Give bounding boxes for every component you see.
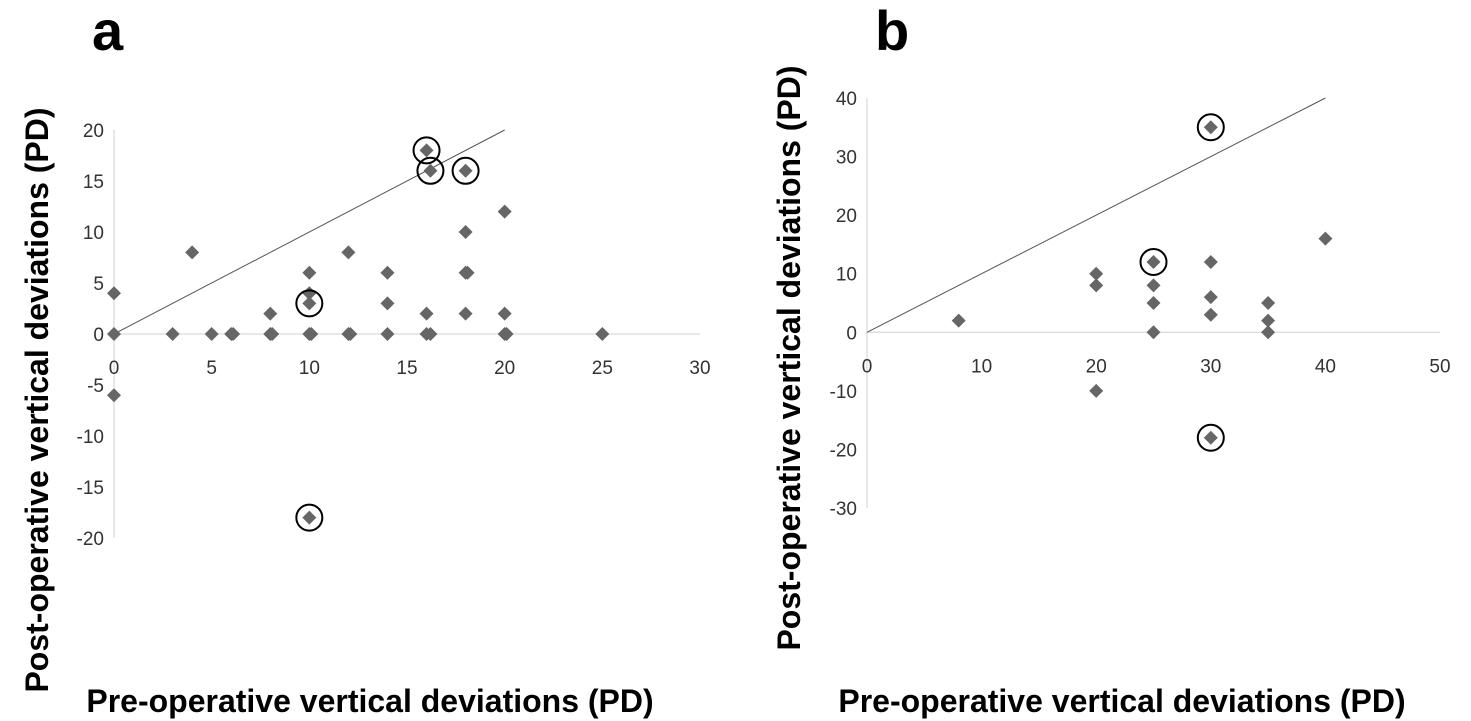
data-point-a — [499, 327, 514, 341]
data-point-b — [1146, 278, 1161, 293]
x-tick-label-a: 30 — [689, 358, 710, 379]
data-point-a — [302, 265, 317, 280]
y-tick-label-b: 40 — [836, 89, 857, 110]
data-point-a — [423, 327, 438, 341]
data-point-a — [458, 306, 473, 321]
data-point-a — [380, 327, 395, 341]
data-point-a — [226, 327, 241, 341]
data-point-b — [1089, 383, 1104, 398]
panel-a: a Post-operative vertical deviations (PD… — [19, 0, 711, 719]
data-point-b — [1089, 278, 1104, 293]
y-axis-title-a: Post-operative vertical deviations (PD) — [19, 107, 55, 692]
x-tick-label-a: 0 — [109, 358, 120, 379]
x-tick-label-b: 50 — [1429, 356, 1450, 377]
y-tick-label-b: 20 — [836, 206, 857, 227]
y-tick-label-a: -15 — [77, 478, 104, 499]
data-point-a — [204, 327, 219, 341]
data-point-a — [343, 327, 358, 341]
highlight-circle-a — [451, 156, 480, 185]
data-point-b — [951, 313, 966, 328]
y-tick-label-a: 15 — [83, 172, 104, 193]
highlight-circle-a — [295, 289, 324, 318]
data-point-a — [497, 306, 512, 321]
data-point-a — [595, 327, 610, 341]
data-point-b — [1146, 325, 1161, 340]
x-tick-label-b: 20 — [1086, 356, 1107, 377]
data-point-a — [107, 327, 121, 341]
reference-line-a — [113, 129, 505, 335]
highlight-circle-b — [1196, 113, 1225, 142]
data-point-b — [1261, 296, 1276, 310]
data-point-a — [380, 296, 395, 311]
panel-b: b Post-operative vertical deviations (PD… — [771, 0, 1451, 719]
y-tick-label-b: 0 — [846, 323, 857, 344]
data-point-b — [1089, 266, 1104, 281]
data-point-a — [423, 163, 438, 178]
x-tick-label-b: 0 — [862, 356, 873, 377]
data-point-a — [419, 306, 434, 321]
x-tick-label-a: 25 — [592, 358, 613, 379]
data-point-a — [302, 286, 317, 301]
data-point-b — [1203, 290, 1218, 305]
data-point-a — [304, 327, 319, 341]
data-point-b — [1203, 430, 1218, 445]
data-point-b — [1261, 313, 1276, 328]
highlight-circle-a — [412, 136, 441, 165]
data-point-a — [497, 204, 512, 219]
data-point-a — [107, 286, 121, 301]
x-tick-label-b: 10 — [971, 356, 992, 377]
x-tick-label-a: 5 — [206, 358, 217, 379]
y-tick-label-a: -20 — [77, 529, 104, 550]
y-tick-label-b: -20 — [830, 440, 857, 461]
y-tick-label-a: -10 — [77, 427, 104, 448]
x-tick-label-a: 10 — [299, 358, 320, 379]
reference-line-b — [866, 97, 1326, 333]
data-point-a — [458, 225, 473, 239]
data-point-a — [107, 388, 121, 403]
data-point-a — [263, 306, 278, 321]
data-point-b — [1146, 296, 1161, 310]
data-point-a — [302, 296, 317, 311]
data-point-a — [341, 245, 356, 260]
data-point-b — [1261, 325, 1276, 340]
data-point-b — [1146, 255, 1161, 269]
highlight-circle-a — [416, 156, 445, 185]
data-point-a — [460, 265, 475, 280]
x-tick-label-b: 40 — [1315, 356, 1336, 377]
y-tick-label-b: 10 — [836, 265, 857, 286]
data-point-a — [165, 327, 180, 341]
highlight-circle-a — [295, 503, 324, 532]
y-tick-label-a: 0 — [93, 325, 104, 346]
data-point-a — [458, 163, 473, 178]
x-tick-label-a: 20 — [494, 358, 515, 379]
y-tick-label-b: 30 — [836, 148, 857, 169]
data-point-a — [185, 245, 200, 260]
data-point-b — [1203, 120, 1218, 135]
data-point-a — [302, 510, 317, 525]
y-tick-label-b: -10 — [830, 382, 857, 403]
data-point-b — [1203, 255, 1218, 269]
data-point-b — [1318, 231, 1333, 246]
x-axis-title-b: Pre-operative vertical deviations (PD) — [838, 683, 1405, 719]
y-tick-label-a: 10 — [83, 223, 104, 244]
data-point-b — [1203, 307, 1218, 322]
y-tick-label-a: 5 — [93, 274, 104, 295]
data-point-a — [419, 143, 434, 158]
y-tick-label-a: -5 — [87, 376, 104, 397]
x-axis-title-a: Pre-operative vertical deviations (PD) — [86, 683, 653, 719]
panel-label-b: b — [875, 0, 909, 62]
highlight-circle-b — [1196, 423, 1225, 452]
x-tick-label-b: 30 — [1200, 356, 1221, 377]
data-point-a — [265, 327, 280, 341]
highlight-circle-b — [1139, 248, 1168, 276]
data-point-a — [380, 265, 395, 280]
y-axis-title-b: Post-operative vertical deviations (PD) — [771, 65, 807, 650]
panel-label-a: a — [92, 0, 124, 62]
y-tick-label-a: 20 — [83, 121, 104, 142]
x-tick-label-a: 15 — [396, 358, 417, 379]
y-tick-label-b: -30 — [830, 499, 857, 520]
